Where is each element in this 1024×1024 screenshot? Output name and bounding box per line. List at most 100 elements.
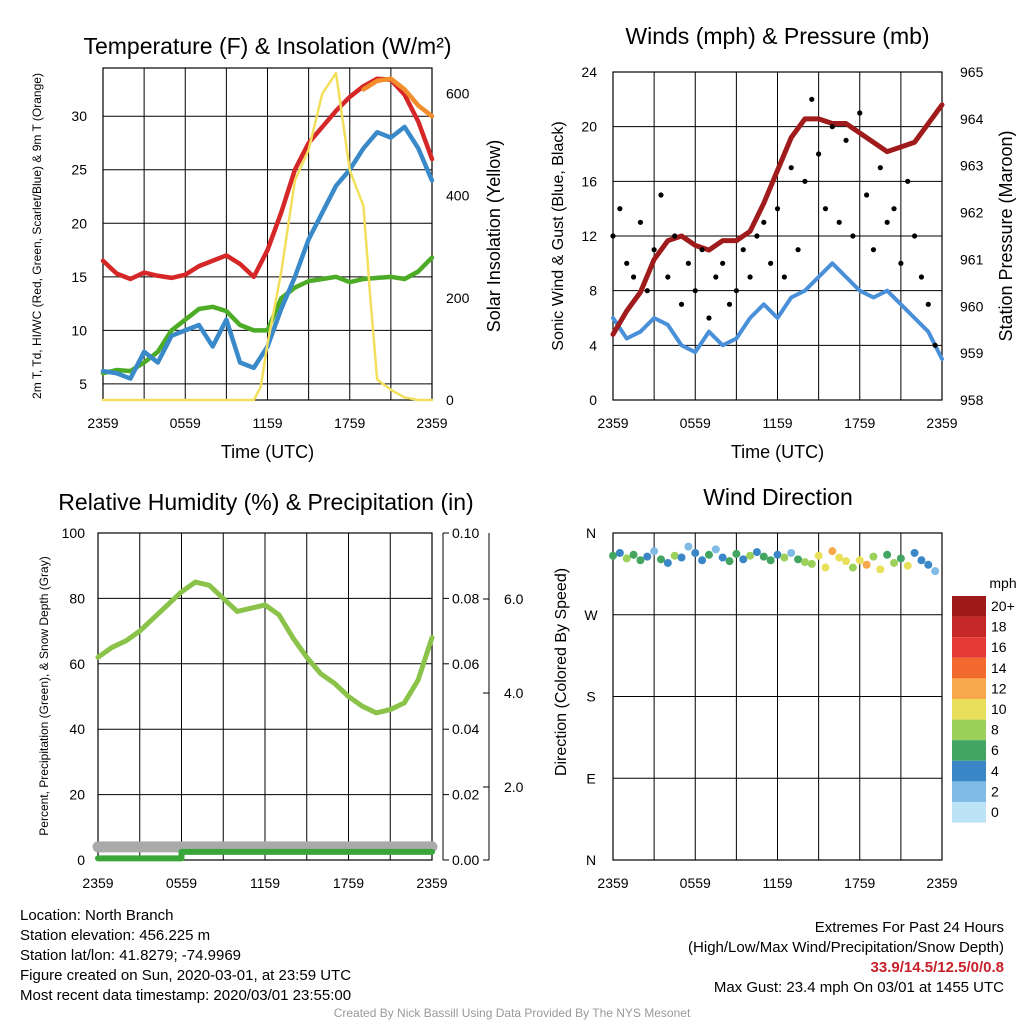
x-tick-label: 1159 <box>252 415 282 431</box>
y-tick-label: 25 <box>71 162 87 178</box>
gust-point <box>726 301 733 307</box>
x-tick-label: 2359 <box>416 415 447 431</box>
gust-point <box>932 342 938 348</box>
y-tick-label: 20 <box>69 787 85 803</box>
gust-point <box>774 206 781 212</box>
plot-frame <box>97 532 433 861</box>
x-tick-label: 1759 <box>844 875 875 891</box>
direction-point <box>732 549 741 558</box>
y-tick-label: 40 <box>69 721 85 737</box>
snow-tick-label: 6.0 <box>504 591 524 607</box>
y-tick-label: N <box>586 525 596 541</box>
direction-point <box>670 551 679 560</box>
y-tick-label: N <box>586 852 596 868</box>
gust-point <box>843 137 849 143</box>
x-tick-label: 1159 <box>250 875 280 891</box>
gust-point <box>651 247 657 253</box>
direction-point <box>814 551 823 560</box>
legend-label: 2 <box>991 783 999 799</box>
y2-tick-label: 958 <box>960 392 984 408</box>
y-tick-label: W <box>584 607 598 623</box>
gust-point <box>699 247 705 253</box>
direction-point <box>718 553 727 562</box>
gust-point <box>788 165 794 171</box>
y2-tick-label: 963 <box>960 158 984 174</box>
y-tick-label: 60 <box>69 656 85 672</box>
direction-point <box>896 554 905 563</box>
y2-tick-label: 960 <box>960 298 984 314</box>
y2-tick-label: 400 <box>446 188 470 204</box>
gust-point <box>672 233 678 239</box>
direction-point <box>883 550 892 559</box>
gust-point <box>713 274 719 280</box>
y-tick-label: E <box>586 770 595 786</box>
x-axis-label: Time (UTC) <box>731 442 824 462</box>
direction-point <box>794 555 803 564</box>
gust-point <box>870 247 877 253</box>
gust-point <box>720 260 726 266</box>
legend-label: 10 <box>991 701 1007 717</box>
direction-point <box>876 565 885 574</box>
direction-point <box>656 555 665 564</box>
direction-point <box>739 555 748 564</box>
y-tick-label: 4 <box>589 337 597 353</box>
chart-title: Temperature (F) & Insolation (W/m²) <box>83 33 451 59</box>
direction-point <box>869 552 878 561</box>
gust-point <box>630 274 637 280</box>
x-tick-label: 1159 <box>762 875 792 891</box>
gust-point <box>925 301 931 307</box>
station-latlon: Station lat/lon: 41.8279; -74.9969 <box>20 947 242 964</box>
gust-point <box>905 178 911 184</box>
precip-tick-label: 0.08 <box>452 590 479 606</box>
y-axis-label: Sonic Wind & Gust (Blue, Black) <box>550 121 567 350</box>
gust-point <box>850 233 856 239</box>
gust-point <box>740 247 746 253</box>
gust-point <box>685 260 691 266</box>
direction-point <box>643 552 652 561</box>
y-tick-label: 20 <box>71 215 87 231</box>
extremes-values: 33.9/14.5/12.5/0/0.8 <box>870 959 1004 976</box>
station-elevation: Station elevation: 456.225 m <box>20 927 211 944</box>
legend-swatch <box>952 740 986 761</box>
gust-point <box>864 192 870 198</box>
legend-label: 18 <box>991 619 1007 635</box>
precip-tick-label: 0.02 <box>452 787 479 803</box>
direction-point <box>842 557 851 566</box>
max-gust: Max Gust: 23.4 mph On 03/01 at 1455 UTC <box>713 979 1004 996</box>
y-tick-label: 15 <box>71 269 87 285</box>
direction-point <box>931 567 940 576</box>
legend-label: 4 <box>991 763 999 779</box>
speed-legend: mph 20+ 18 16 14 12 10 8 6 4 2 0 <box>952 575 1017 823</box>
gust-point <box>802 178 808 184</box>
direction-point <box>650 547 659 556</box>
y-tick-label: 8 <box>589 283 597 299</box>
y2-tick-label: 961 <box>960 251 984 267</box>
direction-point <box>917 556 926 565</box>
gust-point <box>877 165 883 171</box>
pressure-line <box>610 102 945 337</box>
direction-point <box>746 551 755 560</box>
gust-point <box>809 96 815 102</box>
legend-label: 20+ <box>991 598 1015 614</box>
y-tick-label: 16 <box>581 173 597 189</box>
y-tick-label: 80 <box>69 590 85 606</box>
insolation-line <box>101 71 434 402</box>
legend-swatch <box>952 802 986 823</box>
direction-point <box>807 559 816 568</box>
direction-point <box>890 558 899 567</box>
legend-label: 0 <box>991 804 999 820</box>
gust-point <box>884 219 890 225</box>
y2-axis-label: Station Pressure (Maroon) <box>996 130 1016 341</box>
y-tick-label: 100 <box>62 525 86 541</box>
direction-point <box>828 547 837 556</box>
chart-title: Wind Direction <box>703 484 853 510</box>
y-tick-label: 20 <box>581 119 597 135</box>
x-tick-label: 2359 <box>416 875 447 891</box>
direction-point <box>684 542 693 551</box>
legend-label: 14 <box>991 660 1007 676</box>
sonic-wind-line <box>611 261 944 361</box>
direction-point <box>711 545 720 554</box>
gust-point <box>658 192 664 198</box>
precip-tick-label: 0.04 <box>452 721 479 737</box>
